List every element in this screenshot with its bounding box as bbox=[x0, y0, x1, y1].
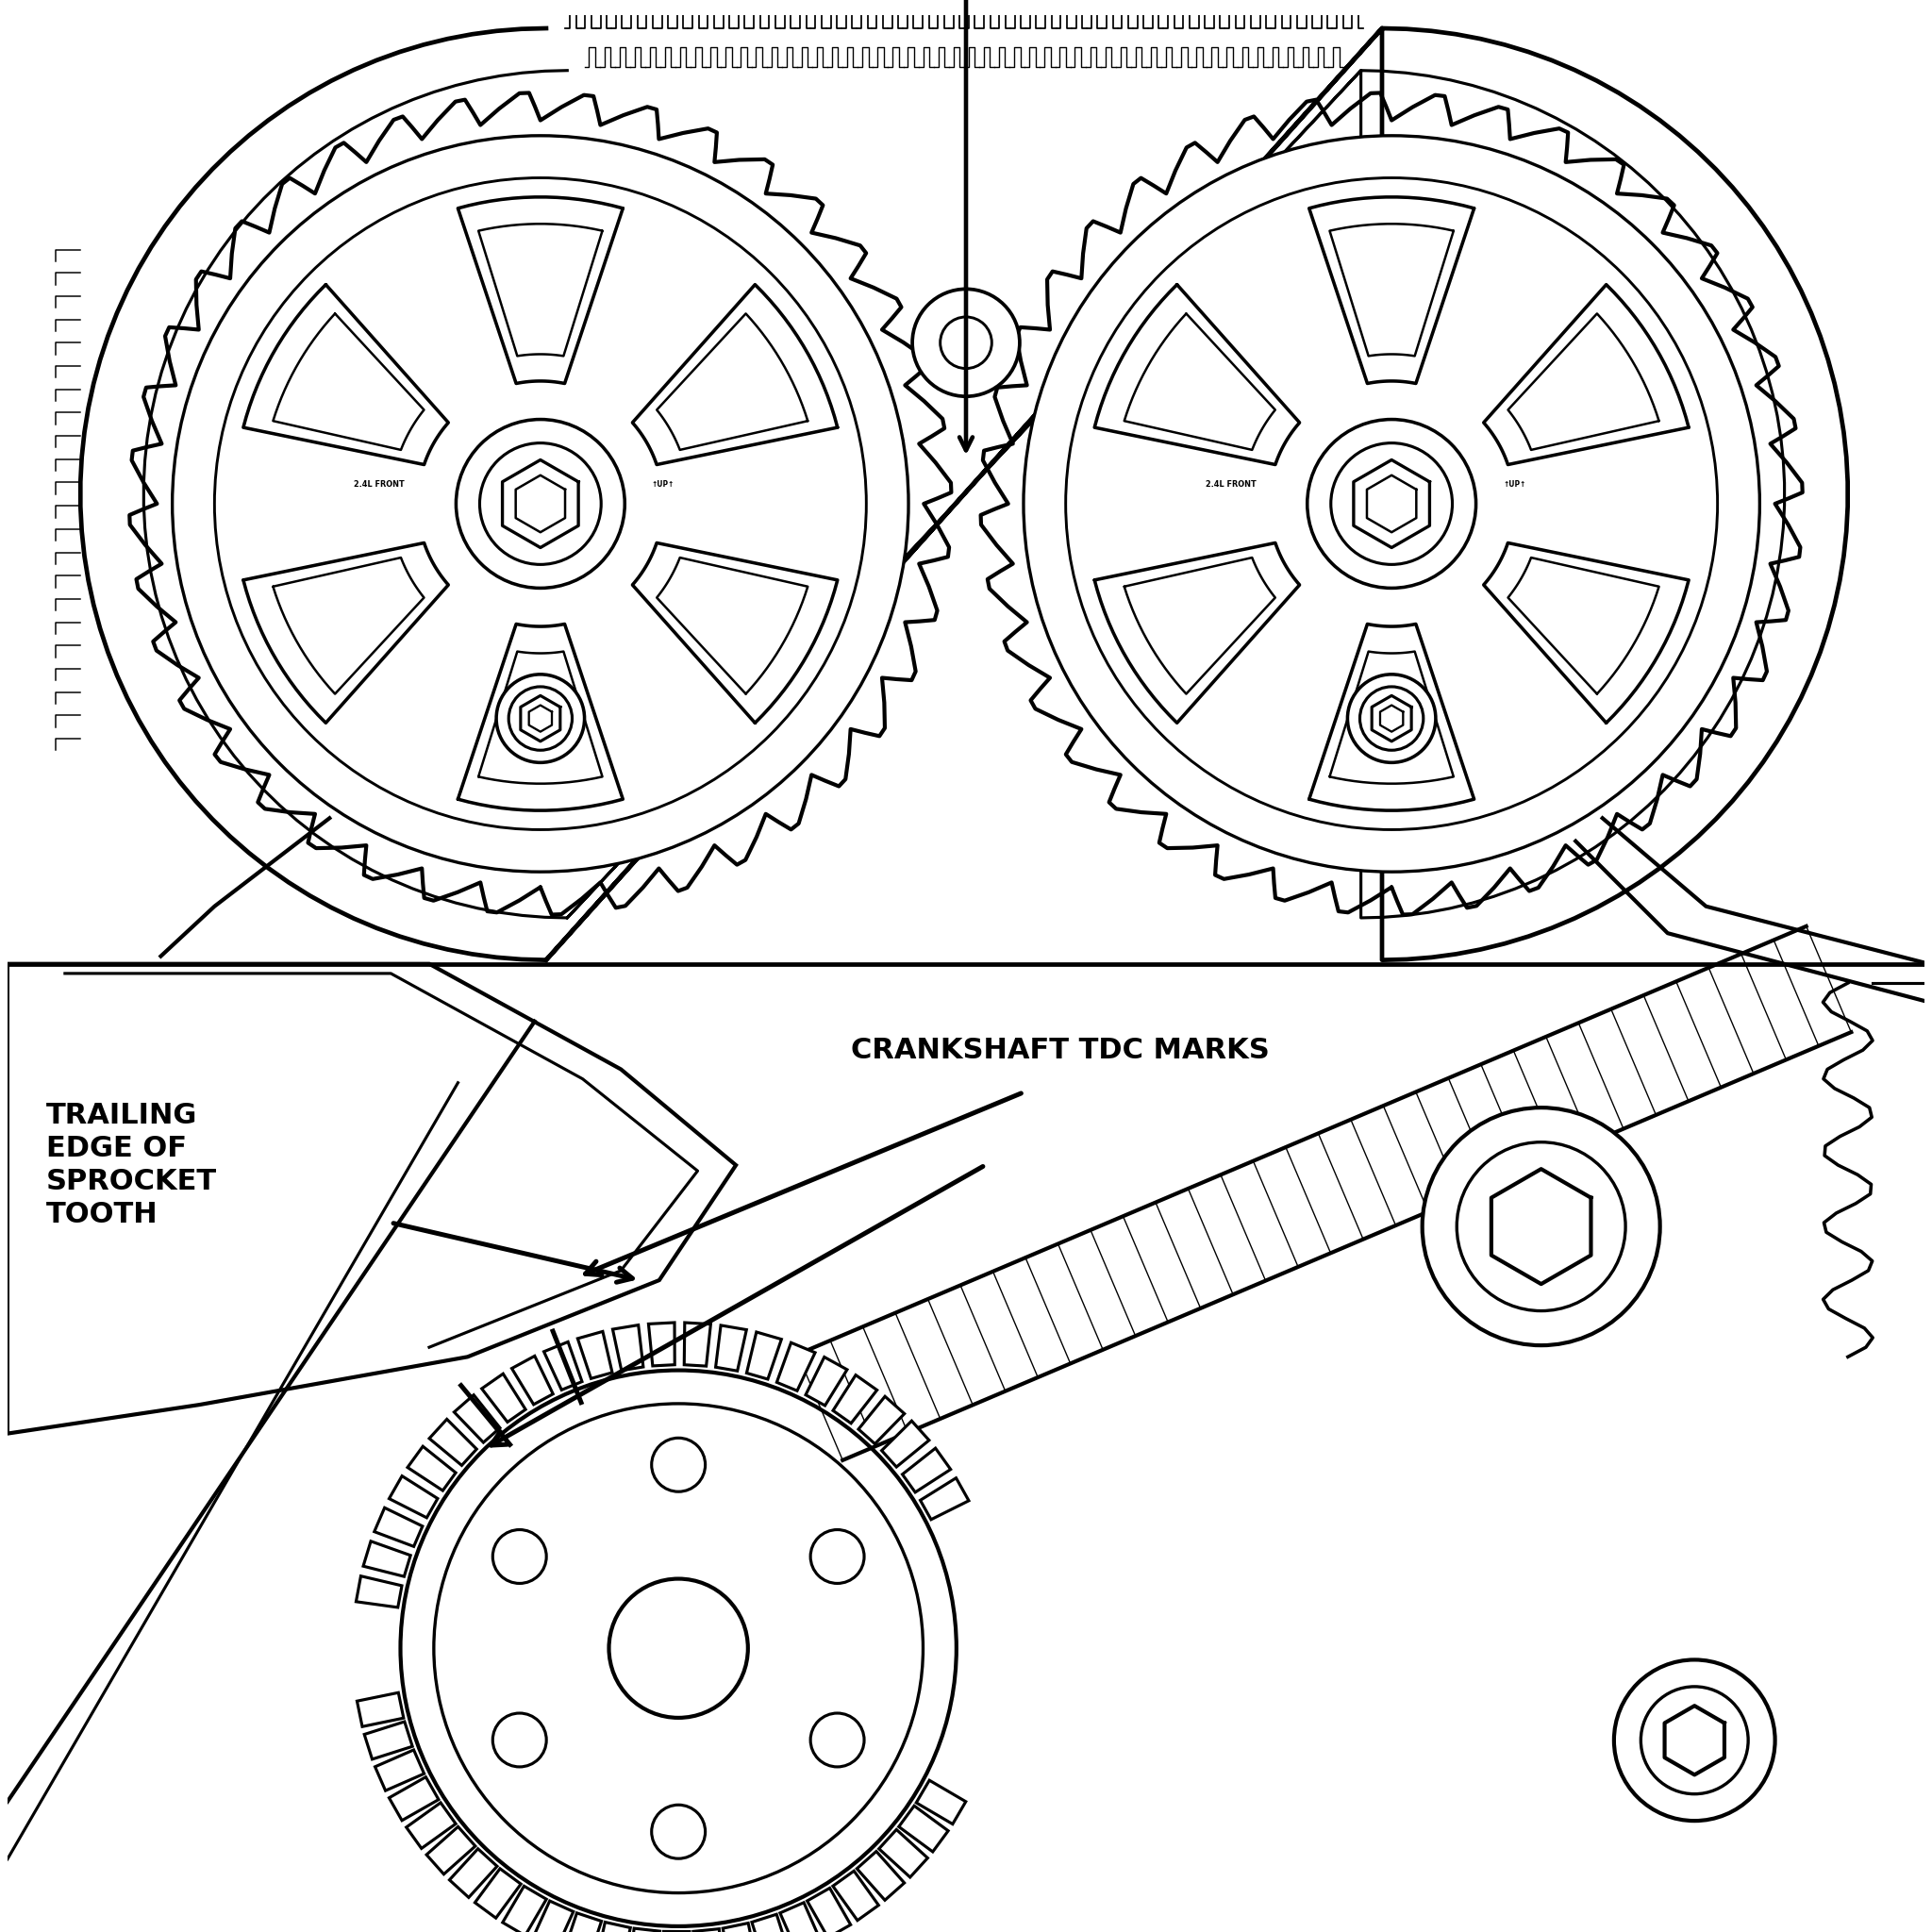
Text: 2.4L FRONT: 2.4L FRONT bbox=[1206, 481, 1256, 489]
Circle shape bbox=[479, 442, 601, 564]
Polygon shape bbox=[879, 1830, 927, 1878]
Polygon shape bbox=[612, 1325, 643, 1370]
Polygon shape bbox=[375, 1750, 425, 1791]
Polygon shape bbox=[808, 1888, 850, 1932]
Circle shape bbox=[1331, 442, 1453, 564]
Circle shape bbox=[172, 135, 908, 871]
Polygon shape bbox=[723, 1922, 757, 1932]
Polygon shape bbox=[531, 1901, 574, 1932]
Polygon shape bbox=[475, 1868, 522, 1918]
Polygon shape bbox=[833, 1870, 879, 1920]
Polygon shape bbox=[833, 1376, 877, 1424]
Circle shape bbox=[941, 317, 991, 369]
Circle shape bbox=[811, 1714, 864, 1768]
Polygon shape bbox=[408, 1447, 456, 1492]
Polygon shape bbox=[806, 1356, 846, 1406]
Circle shape bbox=[1347, 674, 1435, 763]
Circle shape bbox=[493, 1530, 547, 1584]
Circle shape bbox=[1457, 1142, 1625, 1310]
Circle shape bbox=[456, 419, 624, 587]
Circle shape bbox=[497, 674, 585, 763]
Polygon shape bbox=[512, 1356, 553, 1405]
Polygon shape bbox=[920, 1478, 968, 1520]
Text: CRANKSHAFT TDC MARKS: CRANKSHAFT TDC MARKS bbox=[850, 1036, 1269, 1065]
Circle shape bbox=[1422, 1107, 1660, 1345]
Polygon shape bbox=[450, 1849, 497, 1897]
Polygon shape bbox=[545, 1343, 582, 1389]
Polygon shape bbox=[630, 1928, 661, 1932]
Polygon shape bbox=[595, 1922, 630, 1932]
Circle shape bbox=[508, 686, 572, 750]
Circle shape bbox=[811, 1530, 864, 1584]
Polygon shape bbox=[388, 1476, 439, 1519]
Circle shape bbox=[912, 290, 1020, 396]
Polygon shape bbox=[578, 1331, 612, 1379]
Text: TRAILING
EDGE OF
SPROCKET
TOOTH: TRAILING EDGE OF SPROCKET TOOTH bbox=[46, 1103, 216, 1229]
Polygon shape bbox=[752, 1915, 790, 1932]
Polygon shape bbox=[564, 1913, 601, 1932]
Polygon shape bbox=[406, 1803, 456, 1849]
Polygon shape bbox=[858, 1851, 904, 1901]
Polygon shape bbox=[858, 1397, 904, 1443]
Polygon shape bbox=[429, 1420, 477, 1464]
Polygon shape bbox=[916, 1779, 966, 1824]
Polygon shape bbox=[777, 1343, 815, 1391]
Polygon shape bbox=[363, 1542, 410, 1577]
Polygon shape bbox=[649, 1323, 674, 1366]
Polygon shape bbox=[388, 1777, 439, 1820]
Polygon shape bbox=[781, 1903, 821, 1932]
Text: ↑UP↑: ↑UP↑ bbox=[651, 481, 674, 489]
Polygon shape bbox=[898, 1806, 949, 1851]
Circle shape bbox=[1640, 1687, 1748, 1795]
Polygon shape bbox=[365, 1721, 412, 1760]
Text: 2.4L FRONT: 2.4L FRONT bbox=[354, 481, 404, 489]
Circle shape bbox=[214, 178, 866, 829]
Circle shape bbox=[1613, 1660, 1776, 1820]
Circle shape bbox=[1308, 419, 1476, 587]
Text: ↑UP↑: ↑UP↑ bbox=[1503, 481, 1526, 489]
Circle shape bbox=[1024, 135, 1760, 871]
Circle shape bbox=[435, 1405, 923, 1893]
Circle shape bbox=[651, 1437, 705, 1492]
Polygon shape bbox=[427, 1826, 475, 1874]
Polygon shape bbox=[881, 1420, 929, 1466]
Polygon shape bbox=[715, 1325, 746, 1372]
Polygon shape bbox=[355, 1577, 402, 1607]
Polygon shape bbox=[902, 1449, 951, 1492]
Polygon shape bbox=[502, 1886, 547, 1932]
Circle shape bbox=[1360, 686, 1424, 750]
Polygon shape bbox=[684, 1323, 711, 1366]
Polygon shape bbox=[481, 1374, 526, 1422]
Polygon shape bbox=[357, 1692, 404, 1727]
Circle shape bbox=[1066, 178, 1718, 829]
Circle shape bbox=[400, 1370, 956, 1926]
Circle shape bbox=[609, 1578, 748, 1718]
Polygon shape bbox=[694, 1928, 723, 1932]
Circle shape bbox=[493, 1714, 547, 1768]
Polygon shape bbox=[746, 1331, 781, 1379]
Circle shape bbox=[651, 1804, 705, 1859]
Polygon shape bbox=[375, 1507, 423, 1546]
Polygon shape bbox=[454, 1395, 500, 1443]
